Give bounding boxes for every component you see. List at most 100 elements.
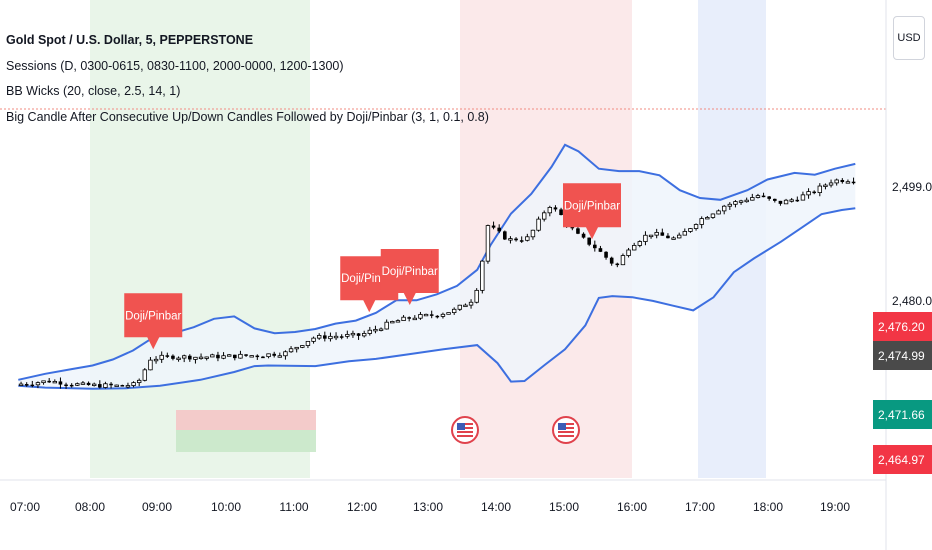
candle-body bbox=[125, 385, 131, 388]
candle-body bbox=[643, 234, 648, 242]
candle-body bbox=[598, 248, 603, 252]
candle-body bbox=[547, 206, 553, 214]
candle-body bbox=[103, 383, 108, 388]
candle-body bbox=[165, 355, 170, 357]
candle-body bbox=[339, 336, 344, 338]
event-markers[interactable] bbox=[451, 416, 580, 444]
candle-body bbox=[834, 179, 839, 184]
candle-body bbox=[142, 369, 148, 381]
price-label-green: 2,471.66 bbox=[873, 400, 932, 429]
candle-body bbox=[86, 382, 91, 386]
candle-body bbox=[249, 355, 254, 358]
doji-pinbar-signal[interactable]: Doji/Pinbar bbox=[563, 183, 621, 240]
candle-body bbox=[210, 354, 215, 358]
candle-body bbox=[530, 229, 536, 238]
candle-body bbox=[277, 355, 283, 358]
candle-body bbox=[47, 380, 51, 383]
candle-body bbox=[576, 228, 580, 234]
candle-body bbox=[721, 205, 727, 212]
indicator-pattern[interactable]: Big Candle After Consecutive Up/Down Can… bbox=[6, 109, 489, 124]
candle-body bbox=[435, 315, 440, 318]
time-tick: 11:00 bbox=[279, 500, 309, 514]
candle-body bbox=[216, 354, 220, 359]
candle-body bbox=[136, 379, 142, 384]
time-tick: 08:00 bbox=[74, 500, 106, 514]
candle-body bbox=[491, 225, 496, 228]
candle-body bbox=[503, 231, 507, 240]
indicator-sessions[interactable]: Sessions (D, 0300-0615, 0830-1100, 2000-… bbox=[6, 58, 344, 73]
candle-body bbox=[480, 260, 485, 291]
candle-body bbox=[468, 301, 474, 306]
candle-body bbox=[519, 240, 524, 242]
candle-body bbox=[193, 356, 198, 360]
signal-labels: Doji/PinbarDoji/PinbarDoji/PinbarDoji/Pi… bbox=[124, 183, 621, 350]
candle-body bbox=[840, 179, 845, 183]
candle-body bbox=[716, 210, 721, 215]
candle-body bbox=[682, 231, 688, 236]
us-flag-event-icon[interactable] bbox=[451, 416, 479, 444]
candle-body bbox=[188, 355, 192, 360]
time-tick: 17:00 bbox=[684, 500, 716, 514]
signal-label-text: Doji/Pinbar bbox=[125, 310, 181, 322]
candle-body bbox=[384, 321, 389, 330]
symbol-title[interactable]: Gold Spot / U.S. Dollar, 5, PEPPERSTONE bbox=[6, 33, 254, 47]
candle-body bbox=[300, 345, 305, 348]
time-tick: 07:00 bbox=[9, 500, 41, 514]
candle-body bbox=[750, 197, 755, 201]
candle-body bbox=[412, 317, 418, 321]
candle-body bbox=[817, 185, 823, 194]
candle-body bbox=[671, 237, 676, 240]
candle-body bbox=[350, 332, 356, 336]
candle-body bbox=[64, 384, 68, 387]
candle-body bbox=[41, 380, 46, 384]
candle-body bbox=[648, 234, 654, 238]
doji-pinbar-signal[interactable]: Doji/Pinbar bbox=[124, 293, 183, 350]
candle-body bbox=[823, 184, 828, 187]
candle-body bbox=[525, 236, 530, 241]
candle-body bbox=[429, 314, 434, 316]
candle-body bbox=[620, 255, 626, 266]
candle-body bbox=[851, 181, 856, 184]
candle-body bbox=[181, 355, 187, 359]
candle-body bbox=[615, 263, 620, 266]
candle-body bbox=[637, 241, 643, 246]
time-tick: 16:00 bbox=[616, 500, 648, 514]
candle-body bbox=[812, 191, 816, 194]
candle-body bbox=[581, 233, 586, 238]
signal-label-text: Doji/Pinbar bbox=[564, 200, 620, 212]
candle-body bbox=[806, 191, 811, 196]
candle-body bbox=[541, 212, 547, 220]
candle-body bbox=[451, 308, 457, 313]
us-flag-event-icon[interactable] bbox=[552, 416, 580, 444]
candle-body bbox=[654, 232, 659, 236]
candle-body bbox=[508, 238, 513, 241]
candle-body bbox=[294, 346, 299, 350]
candle-body bbox=[440, 313, 446, 317]
candle-body bbox=[593, 244, 597, 249]
candle-body bbox=[457, 304, 463, 310]
candle-body bbox=[171, 355, 175, 359]
candle-body bbox=[773, 198, 777, 201]
session-band-0830-1100 bbox=[90, 0, 310, 478]
price-label-high: 2,476.20 bbox=[873, 312, 932, 341]
candle-body bbox=[666, 235, 670, 239]
candle-body bbox=[693, 224, 699, 229]
signal-label-box bbox=[124, 293, 183, 350]
candle-body bbox=[283, 351, 288, 357]
range-box-upper bbox=[176, 410, 316, 430]
candle-body bbox=[710, 213, 716, 218]
candle-body bbox=[148, 359, 153, 371]
candle-body bbox=[378, 328, 384, 331]
doji-pinbar-signal[interactable]: Doji/Pinbar bbox=[380, 249, 439, 306]
candle-body bbox=[367, 329, 373, 334]
candle-body bbox=[272, 353, 276, 356]
candle-body bbox=[159, 354, 164, 360]
price-label-low: 2,464.97 bbox=[873, 445, 932, 474]
candle-body bbox=[255, 355, 260, 358]
candle-body bbox=[676, 234, 682, 239]
currency-button[interactable]: USD bbox=[893, 16, 925, 60]
candle-body bbox=[699, 218, 704, 225]
candle-body bbox=[755, 195, 761, 198]
indicator-bb-wicks[interactable]: BB Wicks (20, close, 2.5, 14, 1) bbox=[6, 84, 181, 98]
